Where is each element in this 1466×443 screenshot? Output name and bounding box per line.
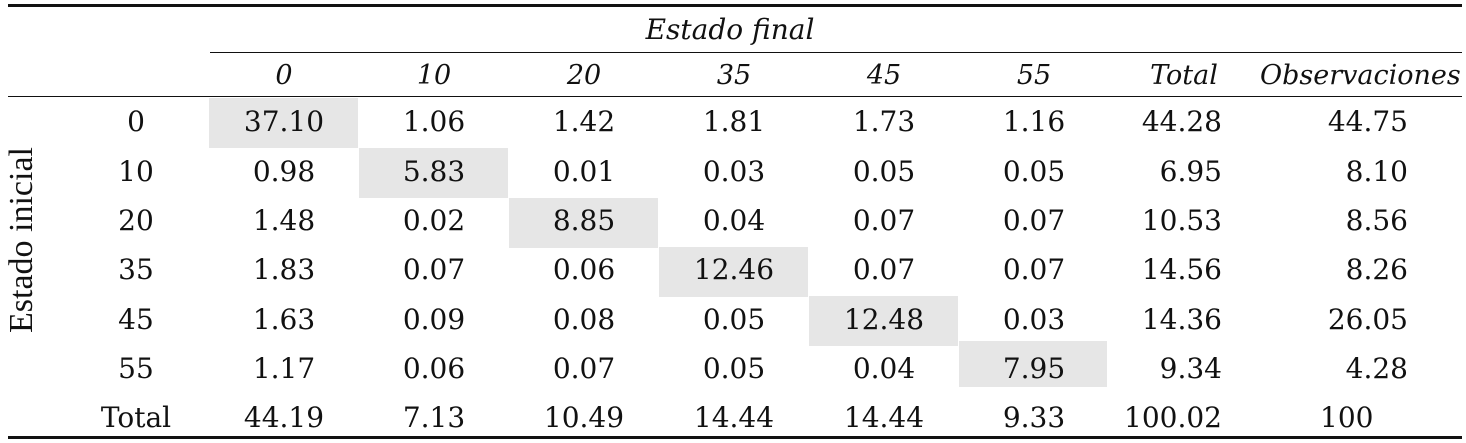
table-cell: 1.06 bbox=[402, 105, 466, 138]
bottom-rule bbox=[8, 436, 1462, 439]
table-cell: 44.28 bbox=[1141, 105, 1222, 138]
column-group-label: Estado final bbox=[645, 13, 815, 46]
table-cell: 1.83 bbox=[252, 253, 316, 286]
table-cell: 1.73 bbox=[852, 105, 916, 138]
diagonal-highlight bbox=[959, 341, 1107, 387]
diagonal-highlight bbox=[509, 198, 658, 248]
table-cell: 8.26 bbox=[1345, 253, 1408, 286]
table-cell: 14.36 bbox=[1141, 303, 1222, 336]
row-label: 0 bbox=[127, 105, 145, 138]
column-header: 45 bbox=[866, 60, 902, 91]
table-cell: 0.07 bbox=[852, 204, 916, 237]
table-cell: 4.28 bbox=[1345, 352, 1408, 385]
table-cell: 14.56 bbox=[1141, 253, 1222, 286]
row-label: 55 bbox=[118, 352, 154, 385]
column-header: 10 bbox=[416, 60, 452, 91]
row-label: 20 bbox=[118, 204, 154, 237]
row-label: Total bbox=[100, 401, 172, 434]
table-cell: 1.81 bbox=[702, 105, 766, 138]
table-cell: 5.83 bbox=[402, 155, 466, 188]
diagonal-highlight bbox=[809, 296, 958, 346]
table-cell: 44.75 bbox=[1327, 105, 1408, 138]
table-cell: 0.05 bbox=[1002, 155, 1066, 188]
table-cell: 0.05 bbox=[702, 352, 766, 385]
table-cell: 37.10 bbox=[243, 105, 325, 138]
table-cell: 0.08 bbox=[552, 303, 616, 336]
table-cell: 1.42 bbox=[552, 105, 616, 138]
table-cell: 0.06 bbox=[402, 352, 466, 385]
table-cell: 8.85 bbox=[552, 204, 616, 237]
table-cell: 100.02 bbox=[1124, 401, 1222, 434]
header-rule bbox=[8, 96, 1462, 97]
table-cell: 14.44 bbox=[693, 401, 775, 434]
table-cell: 26.05 bbox=[1327, 303, 1408, 336]
table-cell: 0.03 bbox=[1002, 303, 1066, 336]
table-cell: 44.19 bbox=[243, 401, 325, 434]
column-header: 0 bbox=[275, 60, 293, 91]
table-cell: 0.07 bbox=[1002, 204, 1066, 237]
row-label: 10 bbox=[118, 155, 154, 188]
table-cell: 14.44 bbox=[843, 401, 925, 434]
table-cell: 9.34 bbox=[1159, 352, 1222, 385]
table-cell: 100 bbox=[1320, 401, 1374, 434]
row-label: 45 bbox=[118, 303, 154, 336]
table-cell: 0.06 bbox=[552, 253, 616, 286]
table-cell: 0.02 bbox=[402, 204, 466, 237]
group-header-rule bbox=[210, 52, 1462, 53]
table-cell: 0.09 bbox=[402, 303, 466, 336]
table-cell: 0.07 bbox=[1002, 253, 1066, 286]
table-cell: 0.04 bbox=[702, 204, 766, 237]
table-cell: 0.01 bbox=[552, 155, 616, 188]
table-cell: 1.17 bbox=[252, 352, 316, 385]
table-cell: 6.95 bbox=[1159, 155, 1222, 188]
table-cell: 0.04 bbox=[852, 352, 916, 385]
table-cell: 8.56 bbox=[1345, 204, 1408, 237]
table-cell: 9.33 bbox=[1002, 401, 1066, 434]
table-cell: 0.05 bbox=[702, 303, 766, 336]
table-cell: 0.07 bbox=[552, 352, 616, 385]
table-cell: 1.48 bbox=[252, 204, 316, 237]
column-header: 55 bbox=[1016, 60, 1052, 91]
table-cell: 1.16 bbox=[1002, 105, 1066, 138]
table-cell: 0.03 bbox=[702, 155, 766, 188]
top-rule bbox=[8, 4, 1462, 7]
column-header: 20 bbox=[566, 60, 602, 91]
diagonal-highlight bbox=[659, 247, 808, 297]
table-cell: 0.98 bbox=[252, 155, 316, 188]
table-cell: 1.63 bbox=[252, 303, 316, 336]
table-cell: 8.10 bbox=[1345, 155, 1408, 188]
table-cell: 0.05 bbox=[852, 155, 916, 188]
column-header: Observaciones bbox=[1260, 60, 1461, 91]
diagonal-highlight bbox=[359, 148, 508, 198]
diagonal-highlight bbox=[209, 98, 358, 148]
row-group-label: Estado inicial bbox=[3, 146, 40, 334]
table-cell: 7.13 bbox=[402, 401, 466, 434]
row-label: 35 bbox=[118, 253, 154, 286]
table-cell: 0.07 bbox=[402, 253, 466, 286]
table-cell: 12.48 bbox=[843, 303, 925, 336]
column-header: 35 bbox=[716, 60, 752, 91]
table-cell: 12.46 bbox=[693, 253, 775, 286]
table-cell: 0.07 bbox=[852, 253, 916, 286]
table-cell: 10.49 bbox=[543, 401, 625, 434]
column-header: Total bbox=[1150, 60, 1218, 91]
table-cell: 10.53 bbox=[1141, 204, 1222, 237]
table-cell: 7.95 bbox=[1002, 352, 1066, 385]
